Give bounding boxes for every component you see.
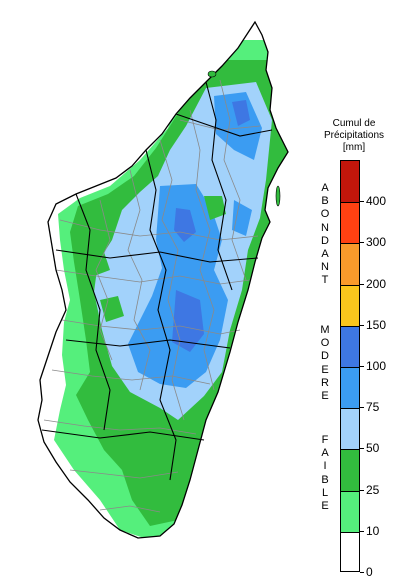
legend-tick-mark [360, 201, 364, 203]
legend-category-letter: O [320, 337, 330, 350]
legend-category-letter: E [321, 500, 329, 513]
legend-category-letter: A [321, 182, 329, 194]
legend-tick-label: 300 [366, 235, 387, 250]
legend-category-letter: B [321, 473, 329, 486]
legend-category-letter: L [321, 486, 329, 499]
legend-category-letter: A [321, 248, 329, 261]
legend-category-letter: B [321, 195, 329, 208]
legend-tick-mark [360, 572, 364, 573]
legend-tick-label: 0 [366, 565, 373, 579]
legend-tick-label: 25 [366, 482, 380, 497]
legend-category-letter: R [321, 376, 329, 389]
sainte-marie-island [275, 185, 281, 207]
legend-title-line-1: Cumul de [332, 118, 376, 129]
legend-category-letter: N [321, 261, 329, 274]
legend-tick-mark [360, 407, 364, 409]
legend-category-letter: E [321, 390, 329, 403]
offshore-islands [207, 70, 281, 207]
legend-swatch-1 [341, 490, 359, 532]
legend-title: Cumul de Précipitations [mm] [306, 118, 400, 154]
legend-category-letter: O [320, 208, 330, 221]
legend-category-letter: N [321, 221, 329, 234]
legend-swatch-0 [341, 531, 359, 571]
legend-swatch-5 [341, 325, 359, 367]
zone-faible-isolated-patches [88, 196, 226, 322]
nosy-be-island [207, 70, 217, 78]
legend-category-letter: I [323, 460, 327, 473]
island-outline [37, 20, 289, 539]
zone-modere-100-150 [172, 100, 250, 352]
legend-swatch-4 [341, 367, 359, 409]
legend-title-line-2: Précipitations [323, 130, 385, 141]
legend-title-line-3: [mm] [342, 142, 366, 153]
legend-tick-label: 100 [366, 359, 387, 373]
legend-tick-label: 200 [366, 276, 387, 291]
legend-tick-mark [360, 242, 364, 244]
legend-tick-label: 75 [366, 400, 380, 415]
legend-tick-mark [360, 489, 364, 491]
legend-swatch-8 [341, 202, 359, 244]
legend-swatch-2 [341, 449, 359, 491]
legend-category-letter: F [321, 434, 329, 446]
legend-category-letter: D [321, 234, 329, 247]
rainfall-zones [54, 40, 288, 538]
legend-swatch-9 [341, 161, 359, 203]
legend-swatch-7 [341, 243, 359, 285]
legend-category-letter: T [321, 274, 329, 287]
legend-tick-label: 10 [366, 523, 380, 538]
legend-category-letter: E [321, 363, 329, 376]
legend-color-bar [340, 160, 360, 572]
legend-tick-label: 150 [366, 317, 387, 332]
legend-tick-mark [360, 366, 364, 367]
legend-category-letter: M [320, 324, 330, 336]
district-boundaries [43, 79, 261, 513]
legend-tick-mark [360, 530, 364, 532]
legend-swatch-3 [341, 408, 359, 450]
legend-tick-mark [360, 324, 364, 326]
legend-tick-mark [360, 448, 364, 450]
legend-swatch-6 [341, 284, 359, 326]
legend-category-letter: D [321, 350, 329, 363]
zone-modere-75-100 [128, 92, 262, 388]
legend-tick-label: 50 [366, 441, 380, 456]
legend-category-letter: A [321, 447, 329, 460]
legend-tick-mark [360, 283, 364, 285]
region-boundaries [41, 81, 273, 481]
legend-tick-label: 400 [366, 194, 387, 209]
